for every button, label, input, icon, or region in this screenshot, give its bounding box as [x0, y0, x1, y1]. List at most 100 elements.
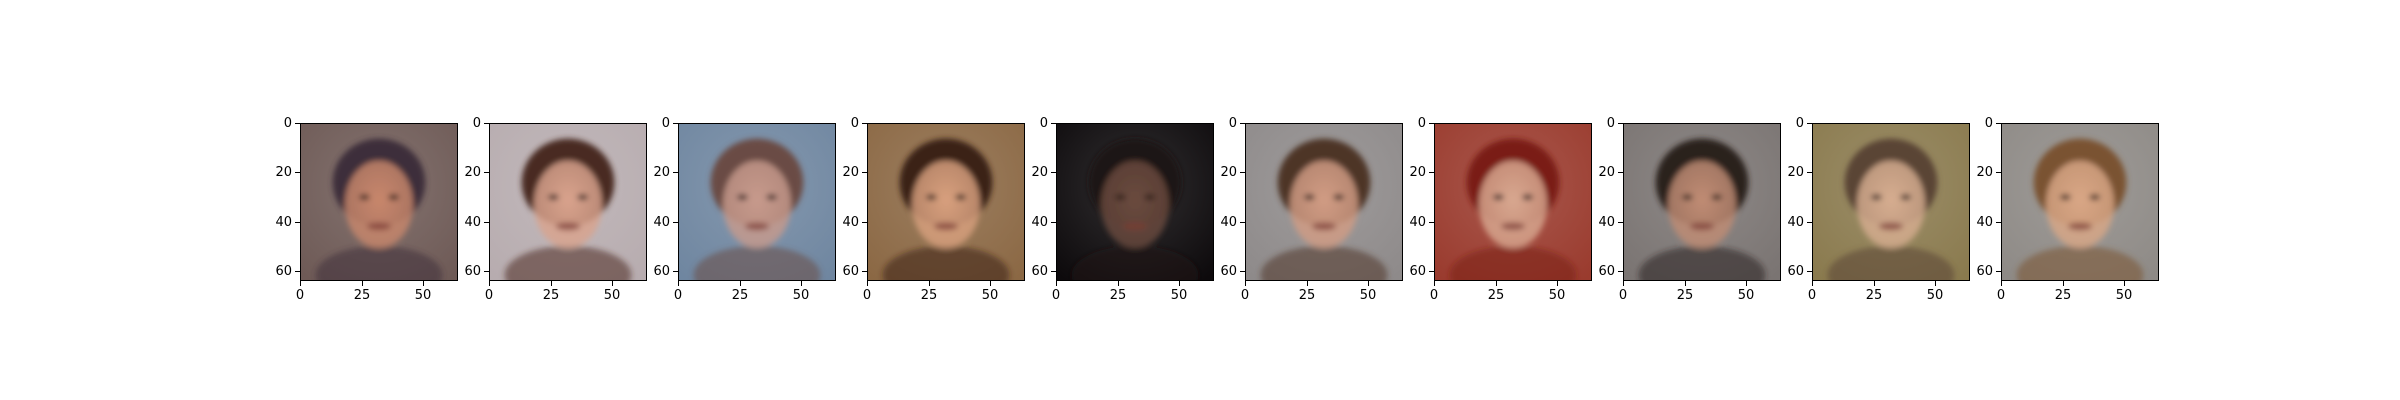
- x-tick-mark: [867, 281, 868, 286]
- y-tick-label: 0: [661, 116, 670, 131]
- y-tick-label: 0: [283, 116, 292, 131]
- x-tick-label: 50: [603, 288, 621, 303]
- x-tick-label: 25: [1676, 288, 1694, 303]
- generated-face-short-dark-hair-man: [300, 123, 458, 281]
- x-tick-mark: [1179, 281, 1180, 286]
- y-tick-mark: [295, 172, 300, 173]
- y-tick-label: 20: [1031, 165, 1048, 180]
- x-tick-mark: [2063, 281, 2064, 286]
- x-tick-label: 0: [862, 288, 872, 303]
- face-image-svg: [301, 124, 457, 280]
- x-tick-label: 50: [414, 288, 432, 303]
- x-tick-label: 0: [1051, 288, 1061, 303]
- y-tick-mark: [1996, 172, 2001, 173]
- y-tick-mark: [1807, 271, 1812, 272]
- y-tick-label: 0: [1228, 116, 1237, 131]
- y-tick-mark: [1807, 222, 1812, 223]
- x-tick-label: 25: [1865, 288, 1883, 303]
- x-tick-mark: [1307, 281, 1308, 286]
- x-tick-mark: [1368, 281, 1369, 286]
- y-tick-label: 40: [1598, 215, 1615, 230]
- y-tick-mark: [862, 123, 867, 124]
- y-tick-label: 60: [1409, 264, 1426, 279]
- x-tick-mark: [801, 281, 802, 286]
- x-tick-mark: [489, 281, 490, 286]
- x-tick-label: 25: [1109, 288, 1127, 303]
- y-tick-label: 20: [653, 165, 670, 180]
- image-panel: 0 20 40 60 0 25 50: [1787, 117, 1970, 302]
- y-tick-mark: [1429, 271, 1434, 272]
- face-image-svg: [1813, 124, 1969, 280]
- x-tick-mark: [1118, 281, 1119, 286]
- x-tick-mark: [1812, 281, 1813, 286]
- image-panel: 0 20 40 60 0 25 50: [275, 117, 458, 302]
- y-tick-label: 0: [472, 116, 481, 131]
- y-tick-label: 40: [1976, 215, 1993, 230]
- y-tick-mark: [1429, 222, 1434, 223]
- generated-face-noisy-woman-colorful-background: [678, 123, 836, 281]
- y-tick-label: 60: [1031, 264, 1048, 279]
- face-image-svg: [2002, 124, 2158, 280]
- x-tick-mark: [990, 281, 991, 286]
- x-tick-mark: [1746, 281, 1747, 286]
- y-tick-mark: [862, 271, 867, 272]
- x-tick-mark: [300, 281, 301, 286]
- y-tick-mark: [673, 271, 678, 272]
- y-tick-label: 40: [653, 215, 670, 230]
- image-panel: 0 20 40 60 0 25 50: [1976, 117, 2159, 302]
- x-tick-mark: [1935, 281, 1936, 286]
- x-tick-mark: [1245, 281, 1246, 286]
- x-tick-label: 25: [731, 288, 749, 303]
- y-tick-label: 40: [842, 215, 859, 230]
- x-tick-mark: [2124, 281, 2125, 286]
- generated-face-woman-brown-wavy-hair: [1245, 123, 1403, 281]
- y-tick-mark: [1996, 271, 2001, 272]
- x-tick-label: 25: [353, 288, 371, 303]
- x-tick-mark: [1056, 281, 1057, 286]
- x-tick-label: 25: [920, 288, 938, 303]
- face-image-svg: [1057, 124, 1213, 280]
- y-tick-label: 40: [1409, 215, 1426, 230]
- x-tick-mark: [2001, 281, 2002, 286]
- y-tick-label: 40: [275, 215, 292, 230]
- y-tick-mark: [295, 123, 300, 124]
- y-tick-label: 60: [1787, 264, 1804, 279]
- y-tick-label: 60: [275, 264, 292, 279]
- y-tick-mark: [484, 222, 489, 223]
- y-tick-label: 0: [1606, 116, 1615, 131]
- y-tick-mark: [1051, 123, 1056, 124]
- image-panel: 0 20 40 60 0 25 50: [653, 117, 836, 302]
- y-tick-label: 40: [1031, 215, 1048, 230]
- y-tick-label: 0: [1417, 116, 1426, 131]
- y-tick-label: 40: [1220, 215, 1237, 230]
- y-tick-mark: [1051, 222, 1056, 223]
- y-tick-mark: [1051, 172, 1056, 173]
- face-image-svg: [1246, 124, 1402, 280]
- generated-face-smiling-woman-brown-hair: [489, 123, 647, 281]
- y-tick-mark: [673, 123, 678, 124]
- x-tick-mark: [1434, 281, 1435, 286]
- x-tick-mark: [1557, 281, 1558, 286]
- y-tick-mark: [1429, 172, 1434, 173]
- y-tick-mark: [295, 222, 300, 223]
- image-panel: 0 20 40 60 0 25 50: [1409, 117, 1592, 302]
- x-tick-label: 50: [2115, 288, 2133, 303]
- x-tick-label: 0: [1429, 288, 1439, 303]
- y-tick-mark: [862, 222, 867, 223]
- image-panel: 0 20 40 60 0 25 50: [1598, 117, 1781, 302]
- y-tick-label: 60: [842, 264, 859, 279]
- x-tick-label: 0: [1618, 288, 1628, 303]
- y-tick-mark: [1051, 271, 1056, 272]
- x-tick-label: 50: [1359, 288, 1377, 303]
- y-tick-mark: [1807, 172, 1812, 173]
- y-tick-label: 20: [464, 165, 481, 180]
- y-tick-label: 20: [1787, 165, 1804, 180]
- y-tick-mark: [1618, 271, 1623, 272]
- x-tick-mark: [1496, 281, 1497, 286]
- y-tick-mark: [1240, 172, 1245, 173]
- x-tick-label: 0: [1996, 288, 2006, 303]
- face-image-svg: [1624, 124, 1780, 280]
- x-tick-label: 50: [1548, 288, 1566, 303]
- x-tick-label: 25: [2054, 288, 2072, 303]
